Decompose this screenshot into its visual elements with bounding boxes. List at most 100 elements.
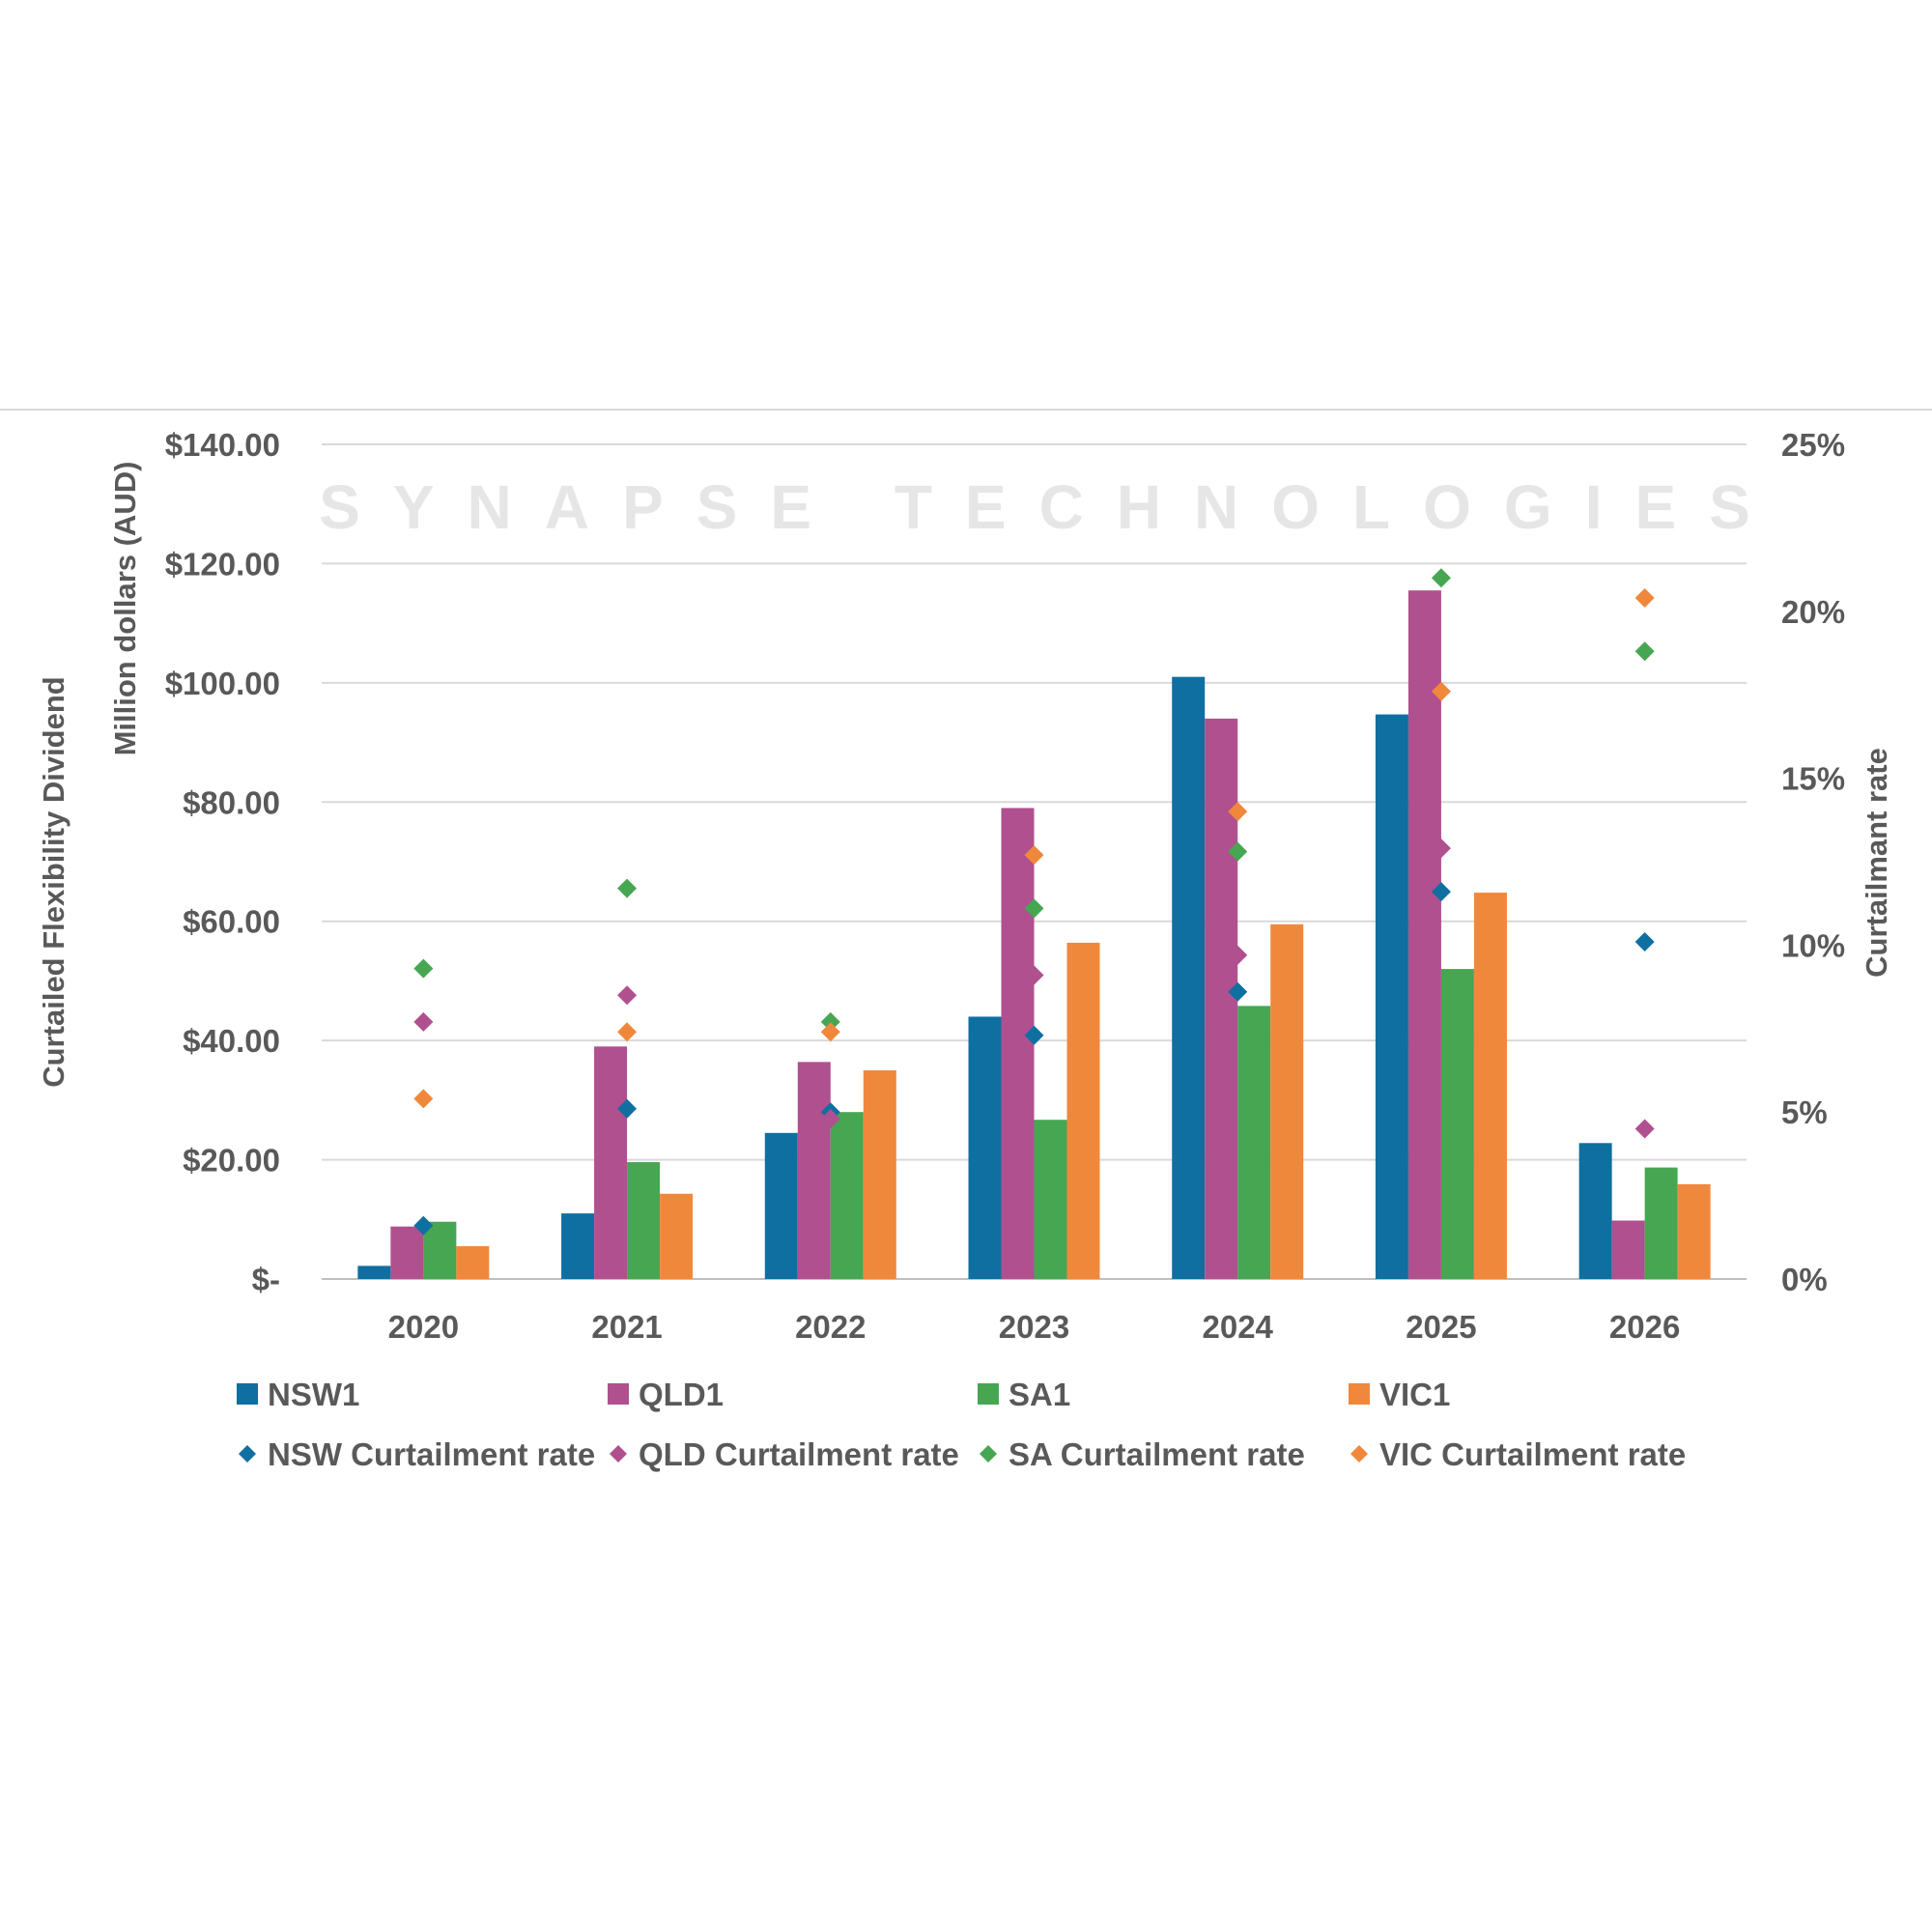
rate-series-group (413, 568, 1655, 1236)
legend-swatch (978, 1383, 999, 1405)
bar-qld1 (1001, 808, 1035, 1279)
point-sa-curtailment-rate (1431, 568, 1451, 588)
point-qld-curtailment-rate (1024, 965, 1044, 985)
y2-tick-label: 15% (1781, 761, 1845, 797)
y2-tick-label: 20% (1781, 594, 1845, 630)
bar-sa1 (830, 1112, 864, 1279)
bar-vic1 (660, 1193, 694, 1279)
legend-swatch (237, 1383, 258, 1405)
legend: NSW1 QLD1 SA1 VIC1 NSW Curtailment rate QLD C… (237, 1377, 1686, 1472)
point-nsw-curtailment-rate (1228, 981, 1248, 1002)
x-tick-label: 2021 (591, 1309, 662, 1345)
y-tick-label: $60.00 (183, 904, 280, 940)
point-sa-curtailment-rate (413, 958, 434, 979)
bar-vic1 (1270, 923, 1304, 1279)
y2-tick-label: 25% (1781, 427, 1845, 463)
legend-swatch (608, 1383, 629, 1405)
x-tick-label: 2025 (1406, 1309, 1476, 1345)
x-tick-label: 2026 (1609, 1309, 1680, 1345)
point-vic-curtailment-rate (617, 1022, 638, 1042)
y2-tick-label: 0% (1781, 1262, 1828, 1297)
y2-tick-label: 5% (1781, 1094, 1828, 1130)
y-tick-label: $40.00 (183, 1023, 280, 1059)
y-tick-label: $20.00 (183, 1143, 280, 1179)
y-tick-label: $100.00 (165, 666, 280, 701)
point-qld-curtailment-rate (1634, 1119, 1655, 1139)
legend-label: VIC Curtailment rate (1379, 1436, 1686, 1472)
bar-qld1 (594, 1046, 628, 1279)
point-qld-curtailment-rate (617, 985, 638, 1006)
y-axis-title-outer: Curtailed Flexibility Dividend (37, 676, 71, 1087)
bar-sa1 (1034, 1120, 1067, 1279)
bar-nsw1 (968, 1016, 1002, 1279)
bar-sa1 (1237, 1006, 1271, 1279)
bar-vic1 (1677, 1183, 1711, 1279)
legend-swatch (1349, 1383, 1370, 1405)
point-nsw-curtailment-rate (1634, 931, 1655, 952)
point-nsw-curtailment-rate (1024, 1025, 1044, 1045)
bar-vic1 (1066, 942, 1100, 1279)
point-vic-curtailment-rate (1634, 587, 1655, 608)
legend-label: NSW1 (268, 1377, 359, 1412)
bar-sa1 (1644, 1167, 1678, 1279)
bar-qld1 (1205, 718, 1238, 1279)
bar-series-group (357, 590, 1711, 1279)
legend-label: QLD Curtailment rate (639, 1436, 959, 1472)
bar-qld1 (1611, 1220, 1645, 1279)
x-tick-label: 2023 (999, 1309, 1069, 1345)
point-vic-curtailment-rate (1228, 802, 1248, 822)
legend-marker (980, 1445, 997, 1463)
legend-marker (239, 1445, 256, 1463)
x-tick-label: 2024 (1203, 1309, 1274, 1345)
point-vic-curtailment-rate (1431, 681, 1451, 701)
point-qld-curtailment-rate (413, 1011, 434, 1032)
point-qld-curtailment-rate (1431, 838, 1451, 859)
point-nsw-curtailment-rate (1431, 882, 1451, 902)
bar-nsw1 (1375, 714, 1408, 1279)
bar-vic1 (456, 1246, 490, 1279)
bar-nsw1 (561, 1213, 595, 1279)
watermark-text: SYNAPSE TECHNOLOGIES (319, 472, 1783, 542)
point-nsw-curtailment-rate (617, 1098, 638, 1119)
bar-nsw1 (1578, 1143, 1612, 1279)
legend-label: QLD1 (639, 1377, 724, 1412)
y2-tick-label: 10% (1781, 927, 1845, 963)
point-nsw-curtailment-rate (413, 1215, 434, 1236)
bar-vic1 (863, 1070, 896, 1279)
legend-marker (1350, 1445, 1368, 1463)
bar-sa1 (423, 1221, 457, 1279)
axes-group: $- $20.00 $40.00 $60.00 $80.00 $100.00 $120.00… (165, 427, 1845, 1345)
point-sa-curtailment-rate (1634, 641, 1655, 662)
y-tick-label: $140.00 (165, 427, 280, 463)
legend-label: VIC1 (1379, 1377, 1450, 1412)
bar-qld1 (797, 1062, 831, 1279)
y-tick-label: $80.00 (183, 784, 280, 820)
bar-sa1 (1440, 969, 1474, 1279)
point-qld-curtailment-rate (1228, 945, 1248, 965)
legend-label: NSW Curtailment rate (268, 1436, 595, 1472)
legend-label: SA Curtailment rate (1009, 1436, 1305, 1472)
bar-qld1 (1407, 590, 1441, 1279)
bar-nsw1 (764, 1132, 798, 1279)
point-sa-curtailment-rate (820, 1011, 840, 1032)
point-sa-curtailment-rate (1024, 898, 1044, 919)
y-tick-label: $120.00 (165, 546, 280, 582)
legend-label: SA1 (1009, 1377, 1070, 1412)
x-tick-label: 2020 (388, 1309, 459, 1345)
point-vic-curtailment-rate (820, 1022, 840, 1042)
point-qld-curtailment-rate (820, 1109, 840, 1129)
point-vic-curtailment-rate (1024, 845, 1044, 866)
bar-nsw1 (357, 1265, 391, 1279)
bar-vic1 (1473, 893, 1507, 1279)
y-axis-title-inner: Million dollars (AUD) (108, 462, 142, 756)
point-sa-curtailment-rate (1228, 841, 1248, 862)
legend-marker (610, 1445, 627, 1463)
point-vic-curtailment-rate (413, 1089, 434, 1109)
y2-axis-title: Curtailmant rate (1860, 748, 1893, 978)
bar-nsw1 (1172, 676, 1206, 1279)
point-sa-curtailment-rate (617, 878, 638, 898)
bar-qld1 (390, 1226, 424, 1279)
